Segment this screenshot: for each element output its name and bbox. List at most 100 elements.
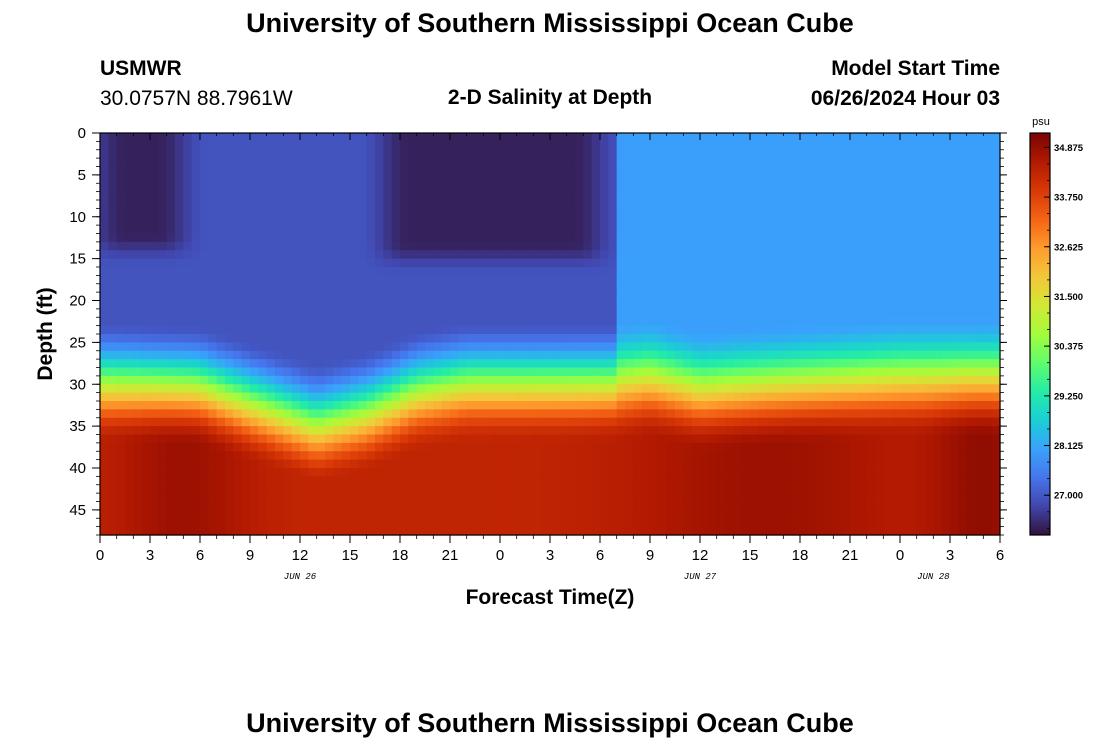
- heatmap-cell: [641, 468, 651, 477]
- heatmap-cell: [716, 526, 726, 536]
- heatmap-cell: [433, 334, 443, 343]
- heatmap-cell: [216, 468, 226, 477]
- heatmap-cell: [366, 401, 376, 410]
- heatmap-cell: [658, 417, 668, 427]
- heatmap-cell: [525, 375, 534, 385]
- heatmap-cell: [191, 275, 201, 285]
- heatmap-cell: [800, 342, 809, 352]
- heatmap-cell: [675, 350, 684, 360]
- heatmap-cell: [333, 442, 343, 452]
- heatmap-cell: [316, 200, 326, 209]
- heatmap-cell: [791, 367, 801, 377]
- heatmap-cell: [783, 493, 793, 503]
- heatmap-cell: [950, 308, 959, 318]
- heatmap-cell: [791, 292, 801, 302]
- heatmap-cell: [258, 526, 268, 536]
- heatmap-cell: [725, 166, 734, 176]
- heatmap-cell: [150, 476, 159, 486]
- heatmap-cell: [775, 342, 784, 352]
- heatmap-cell: [525, 476, 534, 486]
- heatmap-cell: [125, 493, 134, 503]
- heatmap-cell: [250, 501, 259, 511]
- heatmap-cell: [391, 476, 401, 486]
- heatmap-cell: [616, 459, 626, 469]
- heatmap-cell: [516, 501, 526, 511]
- heatmap-cell: [716, 267, 726, 276]
- heatmap-cell: [741, 208, 751, 218]
- heatmap-cell: [308, 267, 318, 276]
- heatmap-cell: [116, 275, 126, 285]
- heatmap-cell: [558, 384, 568, 394]
- heatmap-cell: [791, 141, 801, 151]
- heatmap-cell: [266, 208, 276, 218]
- heatmap-cell: [341, 292, 351, 302]
- heatmap-cell: [733, 501, 743, 511]
- heatmap-cell: [825, 233, 834, 243]
- heatmap-cell: [291, 468, 301, 477]
- heatmap-cell: [400, 158, 409, 168]
- heatmap-cell: [350, 133, 359, 142]
- heatmap-cell: [741, 300, 751, 310]
- heatmap-cell: [700, 208, 709, 218]
- heatmap-cell: [458, 484, 468, 494]
- heatmap-cell: [441, 375, 451, 385]
- heatmap-cell: [633, 258, 643, 268]
- heatmap-cell: [650, 283, 659, 293]
- heatmap-cell: [950, 149, 959, 159]
- heatmap-cell: [541, 442, 551, 452]
- heatmap-cell: [266, 200, 276, 209]
- heatmap-cell: [550, 325, 559, 335]
- heatmap-cell: [158, 342, 168, 352]
- heatmap-cell: [225, 308, 234, 318]
- heatmap-cell: [191, 526, 201, 536]
- heatmap-cell: [216, 200, 226, 209]
- heatmap-cell: [591, 434, 601, 444]
- heatmap-cell: [358, 250, 368, 260]
- heatmap-cell: [466, 367, 476, 377]
- heatmap-cell: [391, 250, 401, 260]
- heatmap-cell: [866, 484, 876, 494]
- heatmap-cell: [641, 484, 651, 494]
- heatmap-cell: [916, 526, 926, 536]
- heatmap-cell: [658, 183, 668, 193]
- heatmap-cell: [716, 476, 726, 486]
- heatmap-cell: [108, 451, 118, 461]
- heatmap-cell: [933, 183, 943, 193]
- heatmap-cell: [625, 174, 634, 184]
- heatmap-cell: [416, 350, 426, 360]
- heatmap-cell: [758, 308, 768, 318]
- heatmap-cell: [808, 250, 818, 260]
- heatmap-cell: [550, 384, 559, 394]
- heatmap-cell: [891, 518, 901, 528]
- heatmap-cell: [383, 241, 393, 251]
- heatmap-cell: [475, 417, 484, 427]
- heatmap-cell: [750, 283, 759, 293]
- heatmap-cell: [266, 258, 276, 268]
- heatmap-cell: [816, 442, 826, 452]
- heatmap-cell: [858, 292, 868, 302]
- heatmap-cell: [408, 225, 418, 235]
- heatmap-cell: [558, 451, 568, 461]
- heatmap-cell: [308, 459, 318, 469]
- heatmap-cell: [216, 141, 226, 151]
- heatmap-cell: [383, 518, 393, 528]
- heatmap-cell: [200, 200, 209, 209]
- heatmap-cell: [483, 241, 493, 251]
- heatmap-cell: [541, 350, 551, 360]
- heatmap-cell: [175, 484, 184, 494]
- heatmap-cell: [341, 133, 351, 142]
- heatmap-cell: [508, 367, 518, 377]
- heatmap-cell: [450, 275, 459, 285]
- heatmap-cell: [391, 191, 401, 201]
- heatmap-cell: [716, 200, 726, 209]
- heatmap-cell: [425, 233, 434, 243]
- heatmap-cell: [933, 216, 943, 226]
- heatmap-cell: [575, 459, 584, 469]
- heatmap-cell: [450, 334, 459, 343]
- heatmap-cell: [516, 476, 526, 486]
- heatmap-cell: [891, 308, 901, 318]
- heatmap-cell: [575, 183, 584, 193]
- heatmap-cell: [158, 451, 168, 461]
- heatmap-cell: [833, 334, 843, 343]
- heatmap-cell: [600, 493, 609, 503]
